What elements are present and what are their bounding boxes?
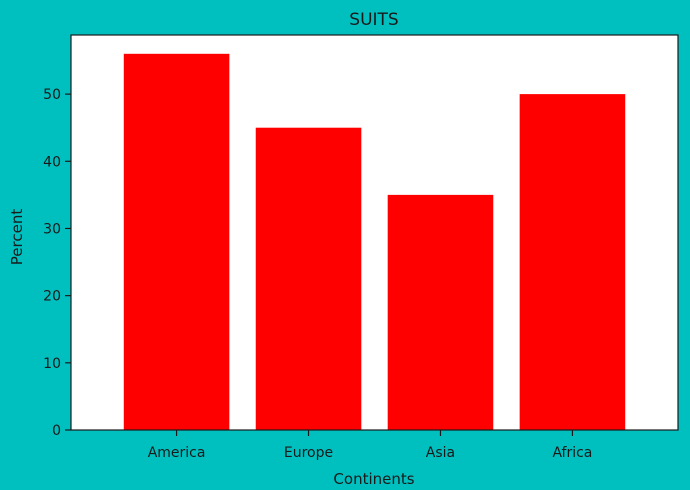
bar-america — [123, 53, 230, 431]
y-tick-label-2: 20 — [43, 289, 61, 305]
x-tick-label-asia: Asia — [426, 445, 455, 461]
bars-group — [123, 53, 626, 431]
x-tick-label-europe: Europe — [284, 445, 333, 461]
x-tick-label-america: America — [148, 445, 206, 461]
x-tick-label-africa: Africa — [552, 445, 592, 461]
y-tick-label-4: 40 — [43, 154, 61, 170]
y-tick-label-5: 50 — [43, 87, 61, 103]
y-axis-ticks: 0 10 20 30 40 50 — [43, 87, 71, 439]
plot-frame — [70, 34, 679, 431]
bar-europe — [255, 127, 362, 431]
y-axis-label: Percent — [8, 209, 26, 266]
x-axis-label: Continents — [333, 470, 414, 488]
chart-title: SUITS — [349, 10, 398, 30]
bar-asia — [387, 194, 494, 430]
y-tick-label-3: 30 — [43, 221, 61, 237]
y-tick-label-1: 10 — [43, 356, 61, 372]
bar-africa — [519, 94, 626, 430]
x-axis-ticks: America Europe Asia Africa — [148, 430, 592, 461]
y-tick-label-0: 0 — [52, 423, 61, 439]
